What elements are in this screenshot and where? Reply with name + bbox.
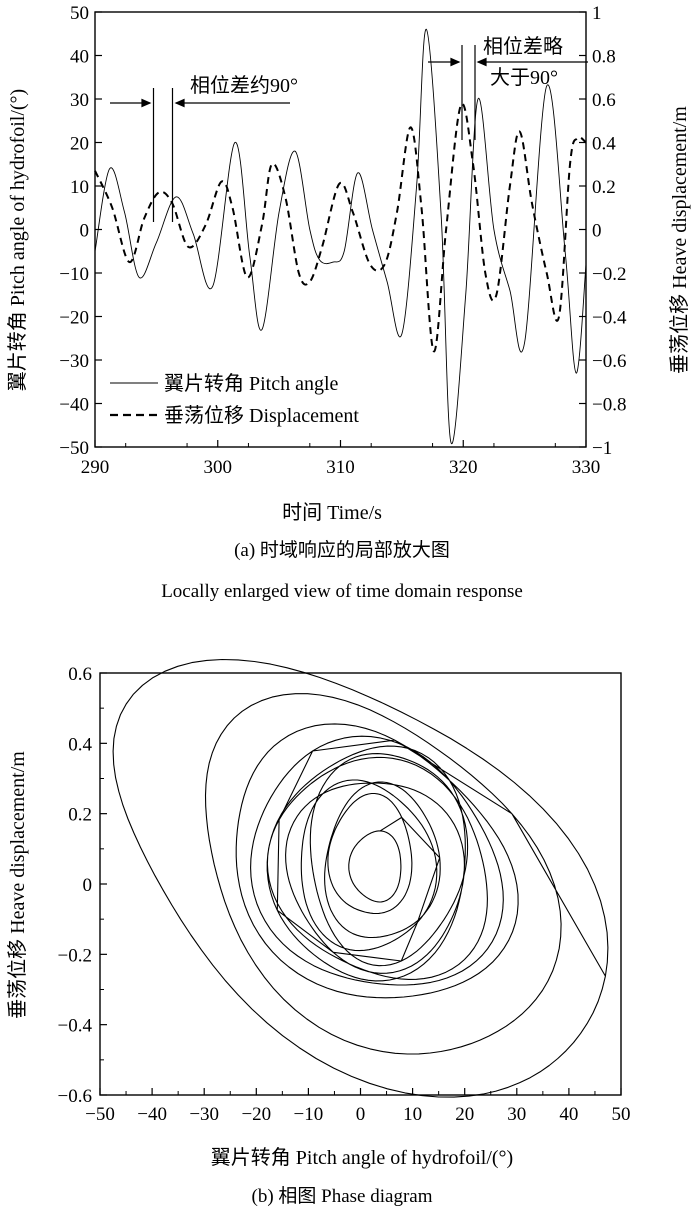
x-tick-label: 10 [403,1104,422,1125]
legend: 翼片转角 Pitch angle 垂荡位移 Displacement [110,372,359,427]
y-tick-label: 0.6 [68,664,92,685]
y-tick-label: 10 [70,177,89,198]
y2-tick-label: −0.6 [592,351,626,372]
phase-annotation-2-text-line2: 大于90° [490,66,558,89]
y-tick-label: 0.2 [68,805,92,826]
x-tick-label: −40 [137,1104,167,1125]
chart-b-ticks: −50 −40 −30 −20 −10 0 10 20 30 40 50 0.6 0.4 0.2 0 −0.2… [58,664,631,1125]
y2-tick-label: −0.8 [592,395,626,416]
x-tick-label: 310 [326,457,355,478]
x-tick-label: −50 [85,1104,115,1125]
y2-tick-label: −1 [592,438,612,459]
y2-tick-label: 0.2 [592,177,616,198]
x-tick-label: 330 [572,457,601,478]
x-tick-label: 30 [507,1104,526,1125]
chart-b-caption: (b) 相图 Phase diagram [252,1185,433,1207]
y-tick-label: −0.4 [58,1016,93,1037]
phase-trajectory-line [112,658,609,1098]
y-tick-label: 30 [70,90,89,111]
y-tick-label: −0.2 [58,945,92,966]
time-domain-chart: 290 300 310 320 33050403020100−10−20−30−40−5… [6,3,691,602]
y-tick-label: −40 [59,395,89,416]
chart-b-xlabel: 翼片转角 Pitch angle of hydrofoil/(°) [211,1146,513,1169]
x-tick-label: 320 [449,457,478,478]
pitch-angle-series-line [94,28,587,445]
y-tick-label: −20 [59,308,89,329]
y2-tick-label: 1 [592,3,602,24]
y-tick-label: −0.6 [58,1086,92,1107]
x-tick-label: −20 [241,1104,271,1125]
x-tick-label: 50 [612,1104,631,1125]
legend-heave-label: 垂荡位移 Displacement [164,404,359,427]
x-tick-label: 300 [204,457,233,478]
chart-a-caption-2: Locally enlarged view of time domain res… [161,581,523,602]
chart-a-ylabel-left: 翼片转角 Pitch angle of hydrofoil/(°) [6,89,29,391]
phase-diagram-chart: −50 −40 −30 −20 −10 0 10 20 30 40 50 0.6 0.4 0.2 0 −0.2… [6,658,631,1207]
chart-a-ylabel-right: 垂荡位移 Heave displacement/m [668,106,691,374]
y-tick-label: −50 [59,438,89,459]
y2-tick-label: 0.8 [592,47,616,68]
y-tick-label: 20 [70,134,89,155]
phase-annotation-1 [110,88,290,222]
y2-tick-label: −0.4 [592,308,627,329]
chart-a-xlabel: 时间 Time/s [282,501,382,524]
y-tick-label: 0 [80,221,90,242]
chart-b-series [112,658,609,1098]
chart-a-series [94,28,587,445]
y-tick-label: −10 [59,264,89,285]
phase-annotation-2 [428,45,588,140]
y-tick-label: 40 [70,47,89,68]
phase-annotation-2-text-line1: 相位差略 [483,35,563,58]
phase-annotation-1-text: 相位差约90° [190,74,298,97]
x-tick-label: −10 [294,1104,324,1125]
y-tick-label: 0.4 [68,734,92,755]
heave-displacement-series-line [94,102,587,353]
y2-tick-label: −0.2 [592,264,626,285]
x-tick-label: 290 [81,457,110,478]
y2-tick-label: 0 [592,221,602,242]
x-tick-label: 0 [356,1104,366,1125]
chart-b-ylabel: 垂荡位移 Heave displacement/m [6,751,29,1019]
legend-pitch-label: 翼片转角 Pitch angle [164,372,339,395]
y2-tick-label: 0.6 [592,90,616,111]
y-tick-label: −30 [59,351,89,372]
y2-tick-label: 0.4 [592,134,616,155]
x-tick-label: −30 [189,1104,219,1125]
x-tick-label: 20 [455,1104,474,1125]
x-tick-label: 40 [559,1104,578,1125]
chart-a-ticks: 290 300 310 320 33050403020100−10−20−30−40−5… [59,3,627,478]
y-tick-label: 0 [83,875,93,896]
chart-a-caption-1: (a) 时域响应的局部放大图 [234,539,450,561]
y-tick-label: 50 [70,3,89,24]
